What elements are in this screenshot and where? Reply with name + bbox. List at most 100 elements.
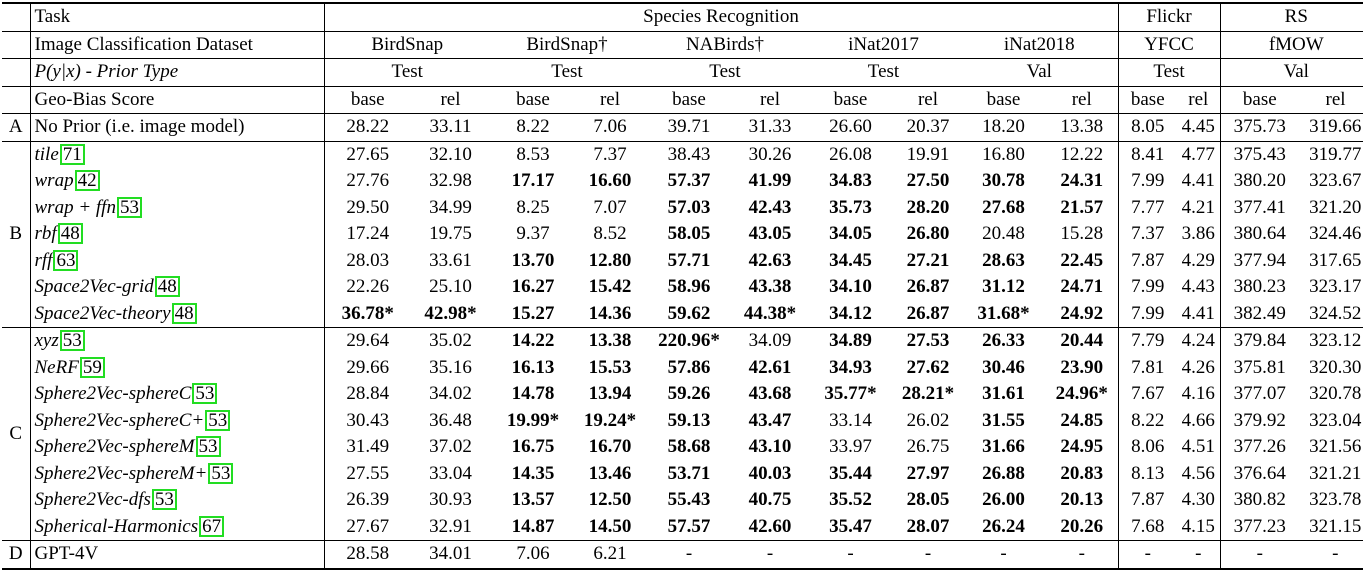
dataset-fmow: fMOW [1220,31,1363,59]
value-cell: 12.80 [588,249,632,271]
value-cell: 20.26 [1046,513,1119,541]
value-cell: - [1299,540,1363,570]
value-cell: 4.30 [1177,487,1221,514]
value-cell: 27.97 [906,462,950,484]
value-cell: 42.43 [748,196,792,218]
value-cell: 33.04 [429,462,472,484]
method-label: GPT-4V [34,543,99,565]
method-label: Spherical-Harmonics [34,515,199,537]
citation-link[interactable]: 53 [208,462,234,484]
value-cell: 7.07 [593,196,627,218]
value-cell: 377.07 [1233,383,1286,405]
value-cell: 4.56 [1177,460,1221,487]
value-cell: 26.39 [346,489,390,511]
task-rs: RS [1220,2,1363,32]
citation-link[interactable]: 59 [79,356,105,378]
col-base: base [961,86,1046,114]
group-label: A [2,113,31,142]
value-cell: 36.78* [324,300,411,328]
value-cell: - [644,540,734,570]
method-name: wrap 42 [30,168,325,195]
value-cell: 319.77 [1299,141,1363,168]
value-cell: 55.43 [667,489,711,511]
value-cell: 320.78 [1299,381,1363,408]
value-cell: 7.87 [1131,489,1165,511]
col-base: base [1220,86,1300,114]
dataset-label: Image Classification Dataset [30,31,325,59]
value-cell: 27.62 [906,356,950,378]
value-cell: 13.46 [588,462,632,484]
method-name: Spherical-Harmonics 67 [30,513,325,541]
value-cell: 34.01 [411,540,490,570]
value-cell: 33.11 [411,113,490,142]
value-cell: 31.55 [982,409,1025,431]
value-cell: 8.22 [490,113,576,142]
value-cell: 7.68 [1118,513,1178,541]
split-fmow: Val [1220,58,1363,87]
citation-link[interactable]: 53 [192,383,218,405]
value-cell: 25.10 [429,276,472,298]
split-nabirds: Test [644,58,806,87]
value-cell: 323.78 [1299,487,1363,514]
value-cell: 58.96 [667,276,711,298]
method-name: Space2Vec-grid 48 [30,274,325,301]
citation-link[interactable]: 53 [116,196,142,218]
split-birdsnap: Test [324,58,490,87]
value-cell: 375.73 [1220,113,1300,142]
value-cell: 8.22 [1131,409,1165,431]
header-row-task: Task Species Recognition Flickr RS [2,2,1363,32]
table-row: Spherical-Harmonics 67 27.67 32.91 14.87 14.5… [2,513,1363,541]
value-cell: - [734,540,806,570]
value-cell: 6.21 [576,540,644,570]
value-cell: 40.75 [748,489,792,511]
value-cell: 20.44 [1046,327,1119,355]
citation-link[interactable]: 71 [59,143,85,165]
value-cell: 323.17 [1299,274,1363,301]
citation-link[interactable]: 48 [57,223,83,245]
value-cell: 15.27 [490,300,576,328]
value-cell: 57.37 [667,170,711,192]
value-cell: 8.05 [1118,113,1178,142]
method-name: Sphere2Vec-sphereM 53 [30,434,325,461]
method-name: Sphere2Vec-dfs 53 [30,487,325,514]
value-cell: 4.41 [1177,168,1221,195]
dataset-yfcc: YFCC [1118,31,1221,59]
table-row: NeRF 59 29.66 35.16 16.13 15.53 57.86 42.61 34.9… [2,354,1363,381]
citation-link[interactable]: 53 [205,409,231,431]
value-cell: 4.16 [1177,381,1221,408]
citation-link[interactable]: 48 [154,276,180,298]
citation-link[interactable]: 63 [53,249,79,271]
citation-link[interactable]: 42 [74,170,100,192]
value-cell: 26.33 [982,330,1025,352]
value-cell: 24.92 [1046,300,1119,328]
value-cell: 37.02 [429,436,472,458]
value-cell: 28.58 [324,540,411,570]
citation-link[interactable]: 53 [59,330,85,352]
value-cell: 376.64 [1233,462,1286,484]
citation-link[interactable]: 67 [199,515,225,537]
value-cell: 24.95 [1046,434,1119,461]
value-cell: 323.12 [1299,327,1363,355]
value-cell: 35.73 [829,196,872,218]
value-cell: 16.27 [511,276,555,298]
method-name: Sphere2Vec-sphereM+ 53 [30,460,325,487]
table-row: Sphere2Vec-dfs 53 26.39 30.93 13.57 12.50 55.4… [2,487,1363,514]
value-cell: 4.77 [1177,141,1221,168]
task-flickr: Flickr [1118,2,1221,32]
value-cell: 379.84 [1233,330,1286,352]
value-cell: 42.98* [411,300,490,328]
value-cell: 22.26 [346,276,390,298]
method-name: Space2Vec-theory 48 [30,300,325,328]
value-cell: 30.78 [982,170,1025,192]
value-cell: 4.66 [1177,407,1221,434]
value-cell: 323.67 [1299,168,1363,195]
citation-link[interactable]: 48 [171,302,197,324]
table-row: Sphere2Vec-sphereC+ 53 30.43 36.48 19.99* 19.… [2,407,1363,434]
col-rel: rel [576,86,644,114]
value-cell: 26.02 [906,409,950,431]
value-cell: 42.63 [748,249,792,271]
citation-link[interactable]: 53 [195,436,221,458]
value-cell: 19.24* [583,409,637,431]
citation-link[interactable]: 53 [151,489,177,511]
